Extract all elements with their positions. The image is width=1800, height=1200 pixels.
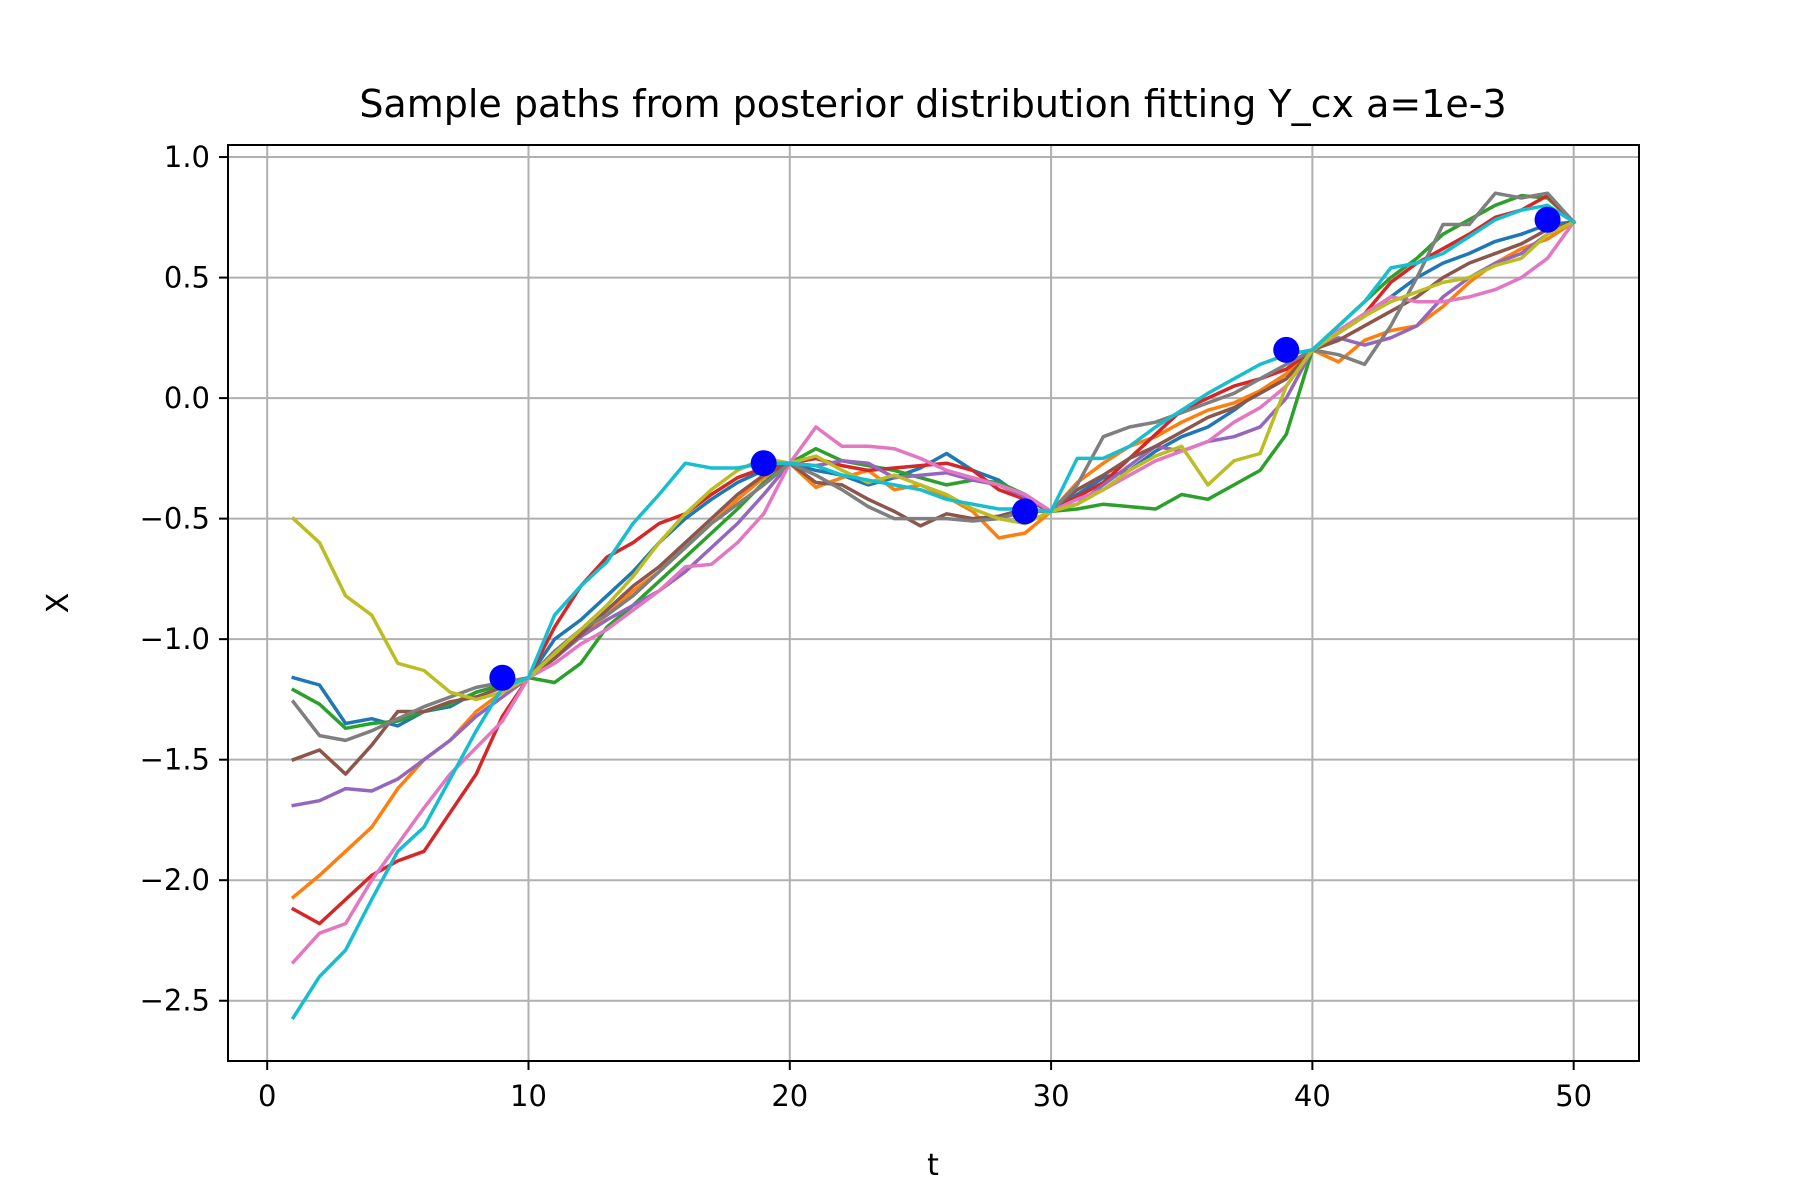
y-tick-label: −1.0 [140,622,210,656]
y-tick-label: −2.5 [140,984,210,1018]
y-axis-ticks: 1.0 0.5 0.0 −0.5 −1.0 −1.5 −2.0 −2.5 [140,140,228,1018]
y-tick-label: 0.0 [164,381,210,415]
y-tick-label: 0.5 [164,261,210,295]
sample-path-line [291,219,1577,808]
y-tick-label: −0.5 [140,502,210,536]
x-tick-label: 10 [510,1079,547,1113]
x-axis-label: t [927,1148,939,1183]
observation-point [1011,498,1038,525]
observation-points [489,206,1561,691]
x-tick-label: 0 [258,1079,276,1113]
observation-point [1273,336,1300,363]
x-tick-label: 40 [1294,1079,1331,1113]
observation-point [1534,206,1561,233]
x-axis-ticks: 0 10 20 30 40 50 [258,1061,1592,1113]
observation-point [489,664,516,691]
y-tick-label: −2.0 [140,863,210,897]
y-tick-label: −1.5 [140,743,210,777]
y-axis-label: X [41,593,76,614]
sample-path-line [290,219,1577,965]
x-tick-label: 30 [1033,1079,1070,1113]
x-tick-label: 50 [1555,1079,1592,1113]
x-tick-label: 20 [771,1079,808,1113]
y-tick-label: 1.0 [164,140,210,174]
plot-frame [227,144,1640,1062]
chart-title: Sample paths from posterior distribution… [359,82,1506,126]
observation-point [750,450,777,477]
